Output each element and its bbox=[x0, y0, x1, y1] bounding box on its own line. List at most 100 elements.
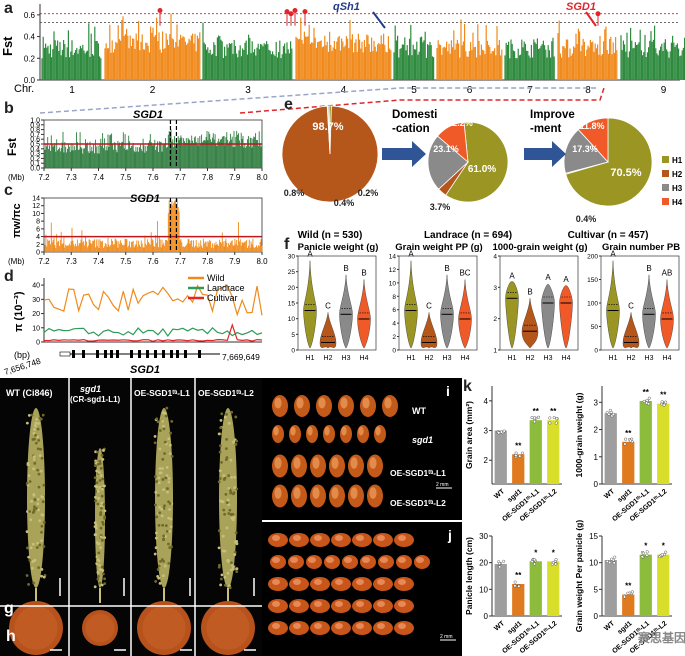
panicle-grain bbox=[233, 553, 237, 556]
panicle-grain bbox=[98, 479, 102, 482]
exon bbox=[116, 350, 119, 358]
panicle-grain bbox=[161, 457, 165, 461]
panicle-grain bbox=[167, 477, 171, 480]
panicle-grain bbox=[98, 459, 102, 463]
data-point bbox=[608, 561, 612, 565]
panel-f-label: f bbox=[284, 236, 290, 253]
panicle-grain bbox=[103, 517, 107, 520]
panicle-grain bbox=[36, 502, 40, 506]
panicle-grain bbox=[27, 555, 31, 559]
panicle-grain bbox=[32, 455, 36, 459]
ytick-label: 0 bbox=[36, 340, 40, 347]
panicle-grain bbox=[170, 455, 174, 458]
significance-letter: B bbox=[527, 287, 532, 296]
legend-swatch bbox=[662, 184, 669, 191]
ytick-label: 4 bbox=[484, 397, 489, 406]
data-point bbox=[613, 555, 617, 559]
panicle-grain bbox=[98, 568, 102, 571]
bar-OE-SGD1ᵗᵗᶦ-L2 bbox=[547, 420, 560, 484]
panicle-grain bbox=[163, 564, 167, 568]
panicle-grain bbox=[35, 417, 39, 421]
grain-highlight bbox=[272, 579, 280, 585]
landrace-h4-label: 12.2% bbox=[447, 118, 473, 128]
panicle-grain bbox=[218, 469, 222, 473]
panicle-grain bbox=[229, 458, 233, 462]
grain-highlight bbox=[324, 426, 330, 436]
exon bbox=[96, 350, 99, 358]
data-point bbox=[640, 555, 644, 559]
grain-highlight bbox=[377, 535, 385, 541]
bar-WT bbox=[494, 564, 507, 616]
violin-H1 bbox=[606, 260, 620, 349]
panicle-grain bbox=[36, 498, 40, 501]
panicle-grain bbox=[96, 571, 100, 574]
grain-highlight bbox=[274, 397, 282, 409]
xtick-label: 7.2 bbox=[38, 257, 50, 266]
panicle-grain bbox=[38, 543, 42, 547]
violin-title: Panicle weight (g) bbox=[298, 242, 379, 253]
grain-pile-texture bbox=[85, 613, 115, 643]
improvement-label-a: Improve bbox=[530, 109, 575, 121]
panel-d-ylabel: π (10⁻³) bbox=[13, 291, 25, 332]
panicle-grain bbox=[27, 463, 30, 467]
ytick-label: 0 bbox=[291, 348, 295, 355]
ytick-label: 1 bbox=[594, 453, 599, 462]
panicle-grain bbox=[155, 531, 158, 535]
significance-stars: ** bbox=[515, 571, 522, 580]
violin-H4 bbox=[458, 279, 472, 349]
ytick-label: 0.4 bbox=[30, 146, 40, 153]
bar-OE-SGD1ᵗᵗᶦ-L1 bbox=[529, 420, 542, 484]
panicle-grain bbox=[40, 567, 44, 571]
exon bbox=[198, 350, 201, 358]
panicle-grain bbox=[225, 526, 229, 530]
panicle-grain bbox=[156, 568, 160, 571]
landrace-h3-label: 23.1% bbox=[433, 144, 459, 154]
panel-a-ylabel: Fst bbox=[0, 36, 15, 56]
panicle-grain bbox=[217, 432, 221, 436]
panicle-grain bbox=[235, 539, 239, 543]
ytick-label: 20 bbox=[288, 285, 296, 292]
ytick-label: 0 bbox=[392, 348, 396, 355]
data-point bbox=[642, 399, 646, 403]
panicle-grain bbox=[37, 422, 40, 425]
panicle-grain bbox=[165, 465, 169, 469]
panicle-grain bbox=[166, 487, 169, 490]
xtick-label: 7.6 bbox=[147, 173, 159, 182]
panicle-grain bbox=[160, 514, 164, 518]
panicle-grain bbox=[162, 538, 165, 542]
panicle-grain bbox=[33, 458, 36, 462]
panicle-grain bbox=[167, 437, 171, 441]
panicle-grain bbox=[94, 499, 97, 503]
haplotype-legend: H1 H2 H3 H4 bbox=[662, 156, 683, 207]
group-label: H3 bbox=[544, 355, 553, 362]
significance-stars: ** bbox=[533, 407, 540, 416]
panicle-grain bbox=[99, 526, 103, 530]
utr bbox=[59, 351, 71, 357]
chr-label: 3 bbox=[245, 85, 251, 96]
chr-label: 8 bbox=[585, 85, 591, 96]
ytick-label: 6 bbox=[392, 307, 396, 314]
panicle-grain bbox=[162, 534, 166, 538]
grain-pile-texture bbox=[206, 606, 250, 650]
grain-highlight bbox=[340, 397, 348, 409]
violin-H1 bbox=[505, 281, 519, 349]
panicle-grain bbox=[98, 564, 102, 567]
panel-d-xunit: (bp) bbox=[14, 350, 30, 360]
panicle-grain bbox=[29, 546, 33, 550]
grain-highlight bbox=[398, 623, 406, 629]
data-point bbox=[532, 558, 536, 562]
panel-d-gene: SGD1 bbox=[130, 364, 160, 376]
xtick-label: 7.3 bbox=[66, 257, 78, 266]
grain-highlight bbox=[326, 557, 334, 563]
chr-label: 7 bbox=[527, 85, 533, 96]
panicle-grain bbox=[225, 437, 228, 441]
panicle-grain bbox=[95, 541, 99, 544]
panicle-grain bbox=[32, 493, 36, 497]
marker-dot bbox=[157, 8, 163, 14]
violin-H4 bbox=[357, 279, 371, 349]
legend-label: H4 bbox=[672, 198, 683, 207]
panicle-grain bbox=[37, 566, 41, 570]
panicle-grain bbox=[161, 467, 164, 470]
